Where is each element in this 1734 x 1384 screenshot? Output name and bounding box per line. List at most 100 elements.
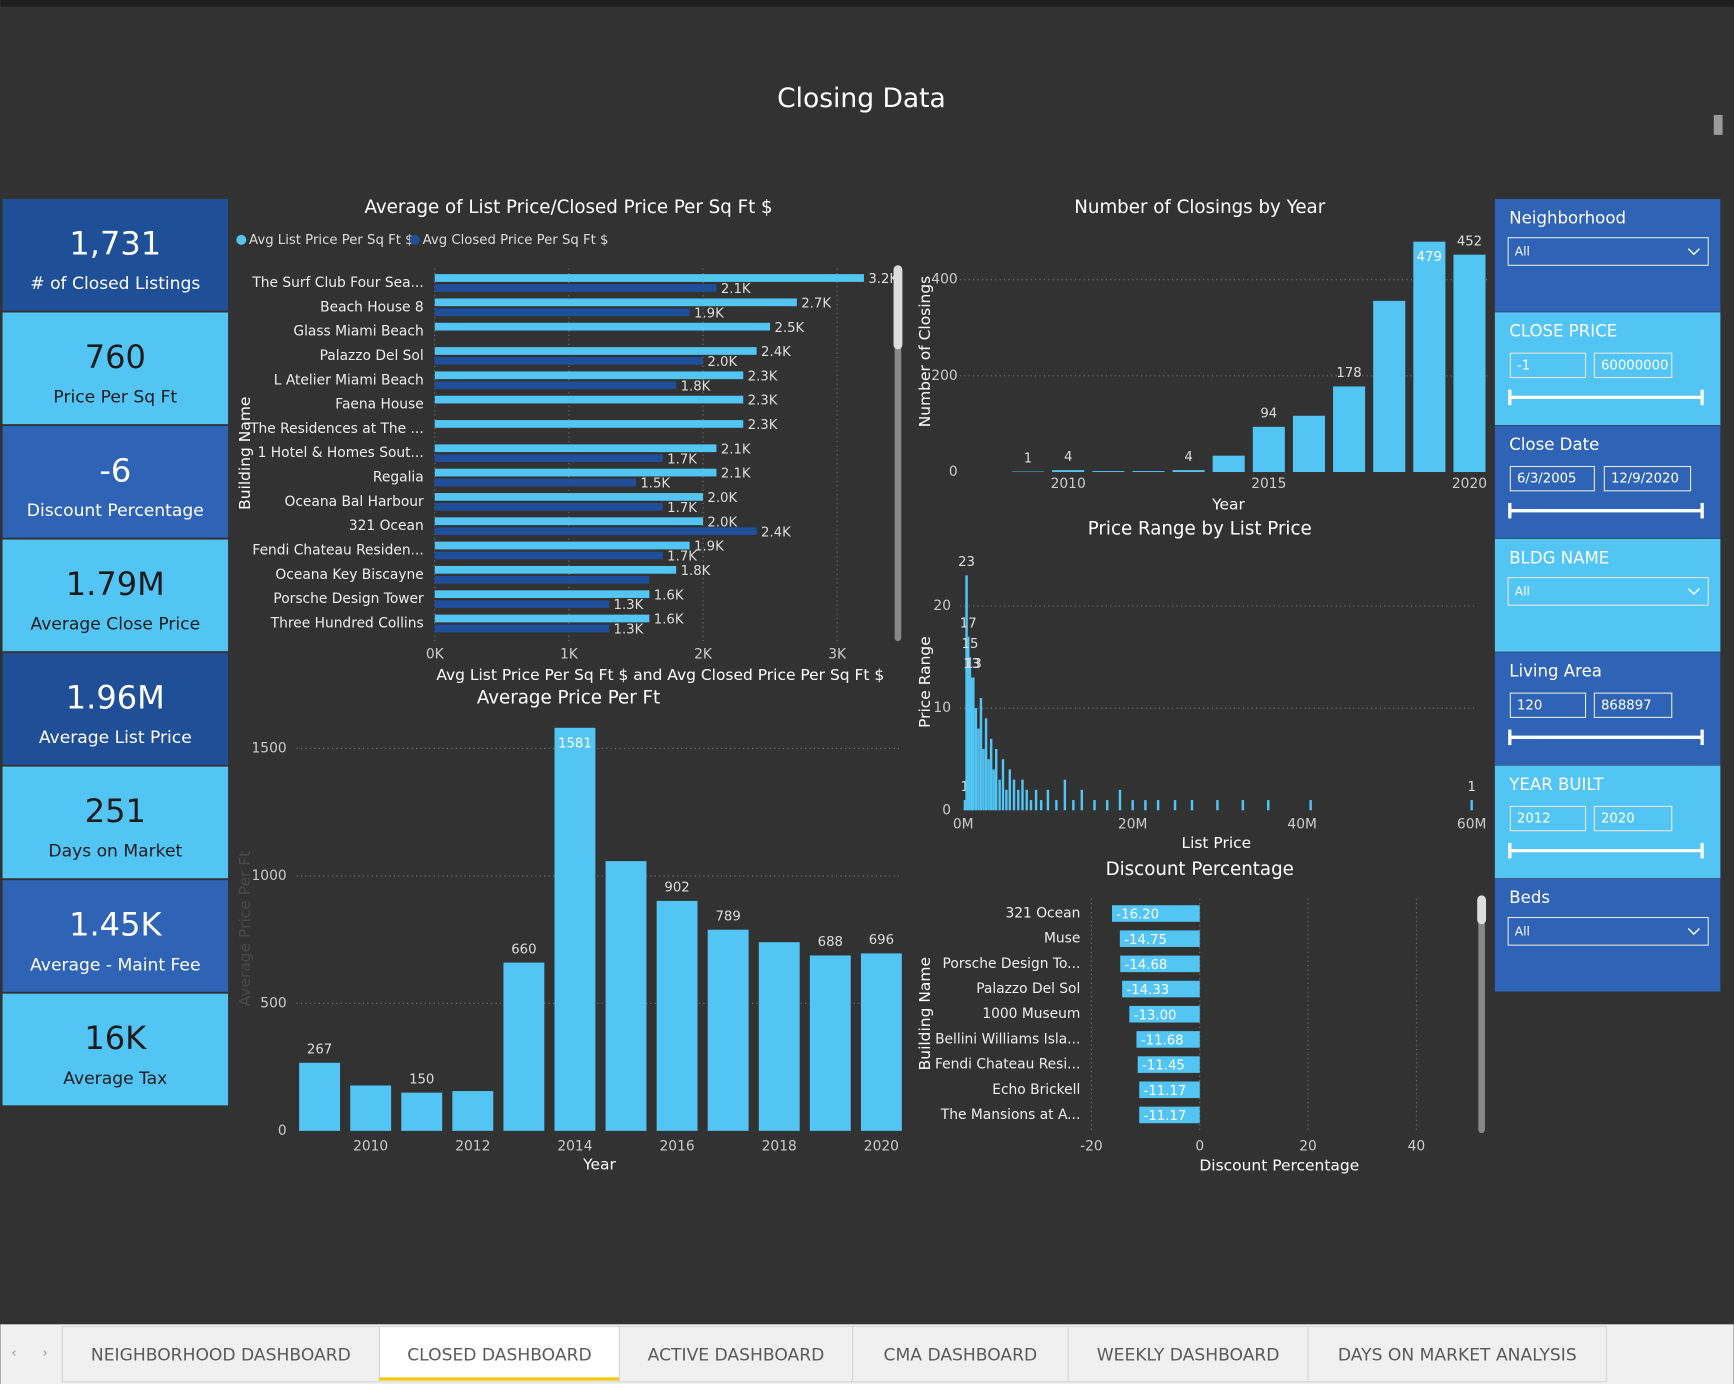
bar <box>809 955 851 1131</box>
tab[interactable] <box>852 1325 1069 1383</box>
filter-tile <box>1494 652 1721 765</box>
slider-handle[interactable] <box>1700 842 1704 859</box>
data-label: 1.3K <box>614 598 644 613</box>
bar <box>434 454 663 463</box>
bar <box>434 590 650 599</box>
data-label: -11.17 <box>1144 1109 1187 1124</box>
tab-nav-prev: ‹ <box>11 1346 16 1361</box>
data-label: 13 <box>965 657 982 672</box>
range-max-box[interactable] <box>1603 465 1692 492</box>
data-label: 1581 <box>558 736 592 751</box>
data-label: 688 <box>818 935 843 950</box>
slider-handle[interactable] <box>1508 502 1512 519</box>
kpi-label: Discount Percentage <box>27 501 204 521</box>
scroll-thumb[interactable] <box>1477 895 1487 925</box>
bar <box>1172 470 1205 473</box>
tab[interactable] <box>1067 1325 1309 1383</box>
bar <box>434 274 864 282</box>
bar <box>434 541 690 550</box>
kpi-value: 1.79M <box>66 565 165 603</box>
y-tick-label: 1500 <box>252 740 287 756</box>
category-label: Three Hundred Collins <box>270 615 424 631</box>
data-label: 1.9K <box>694 540 724 555</box>
kpi-label: Average Close Price <box>30 615 200 635</box>
scroll-thumb[interactable] <box>893 265 903 350</box>
filter-tile <box>1494 425 1721 539</box>
bar <box>434 600 610 608</box>
bar <box>1267 800 1270 811</box>
slider-handle[interactable] <box>1700 729 1704 746</box>
x-tick-label: 2016 <box>660 1138 695 1154</box>
bar <box>998 779 1001 811</box>
bar <box>401 1092 443 1131</box>
tab[interactable] <box>61 1325 381 1383</box>
dropdown[interactable] <box>1507 916 1709 946</box>
slider-handle[interactable] <box>1508 842 1512 859</box>
slider-handle[interactable] <box>1700 389 1704 406</box>
x-tick-label: 2020 <box>1452 476 1487 492</box>
bar <box>1129 1005 1200 1023</box>
bar <box>1216 800 1219 811</box>
bar <box>977 728 980 811</box>
x-tick-label: 0 <box>1195 1138 1204 1154</box>
slider-handle[interactable] <box>1508 729 1512 746</box>
data-label: 2.3K <box>748 394 778 409</box>
slider-handle[interactable] <box>1700 502 1704 519</box>
dropdown[interactable] <box>1507 237 1709 266</box>
data-label: 13 <box>963 657 980 672</box>
dropdown[interactable] <box>1507 577 1709 606</box>
range-min-box[interactable] <box>1509 352 1587 379</box>
filter-tile <box>1494 765 1721 879</box>
range-max-box[interactable] <box>1593 692 1673 718</box>
y-tick-label: 200 <box>931 368 957 384</box>
chart-scrollbar[interactable] <box>1478 895 1485 1134</box>
bar <box>1173 800 1177 811</box>
bar <box>1111 905 1200 922</box>
category-label: Glass Miami Beach <box>293 324 423 340</box>
bar <box>992 769 995 811</box>
chart-scrollbar[interactable] <box>894 265 902 642</box>
range-min-box[interactable] <box>1509 465 1595 492</box>
kpi-value: 1,731 <box>69 224 161 262</box>
tab-label: NEIGHBORHOOD DASHBOARD <box>91 1345 351 1365</box>
dropdown-value: All <box>1515 924 1530 938</box>
bar <box>434 478 636 487</box>
dropdown-value: All <box>1515 584 1530 598</box>
filter-tile <box>1494 538 1721 652</box>
bar <box>1012 779 1016 811</box>
category-label: The Residences at The ... <box>249 421 424 437</box>
data-label: 94 <box>1260 407 1277 422</box>
tab[interactable] <box>618 1325 854 1383</box>
bar <box>987 759 990 811</box>
data-label: 902 <box>664 881 689 896</box>
x-axis-title: List Price <box>1181 834 1251 852</box>
category-label: The Surf Club Four Sea... <box>251 275 423 291</box>
tab[interactable] <box>378 1325 620 1383</box>
range-max-box[interactable] <box>1593 352 1673 379</box>
page-scrollbar[interactable] <box>1713 114 1723 135</box>
kpi-tile <box>2 653 229 765</box>
bar <box>434 395 744 404</box>
tab[interactable] <box>1307 1325 1608 1383</box>
x-axis-title: Discount Percentage <box>1199 1157 1359 1175</box>
filter-title: Beds <box>1509 888 1550 907</box>
range-min-box[interactable] <box>1509 692 1587 718</box>
bar <box>1470 800 1473 811</box>
data-label: 1.7K <box>667 452 697 467</box>
data-label: 178 <box>1336 366 1361 381</box>
range-max-box[interactable] <box>1593 805 1673 832</box>
slider-handle[interactable] <box>1508 389 1512 406</box>
bar <box>1008 769 1012 811</box>
bar <box>434 322 771 331</box>
category-label: Porsche Design Tower <box>273 591 424 607</box>
x-tick-label: 2018 <box>762 1138 797 1154</box>
data-label: 267 <box>307 1043 332 1058</box>
range-min-box[interactable] <box>1509 805 1587 832</box>
bar <box>434 565 677 574</box>
category-label: L Atelier Miami Beach <box>274 372 424 388</box>
x-tick-label: 2K <box>694 646 713 662</box>
bar <box>1122 980 1200 998</box>
data-label: 1.5K <box>640 477 670 492</box>
chart-title: Discount Percentage <box>1106 859 1294 880</box>
page-title: Closing Data <box>777 83 946 114</box>
